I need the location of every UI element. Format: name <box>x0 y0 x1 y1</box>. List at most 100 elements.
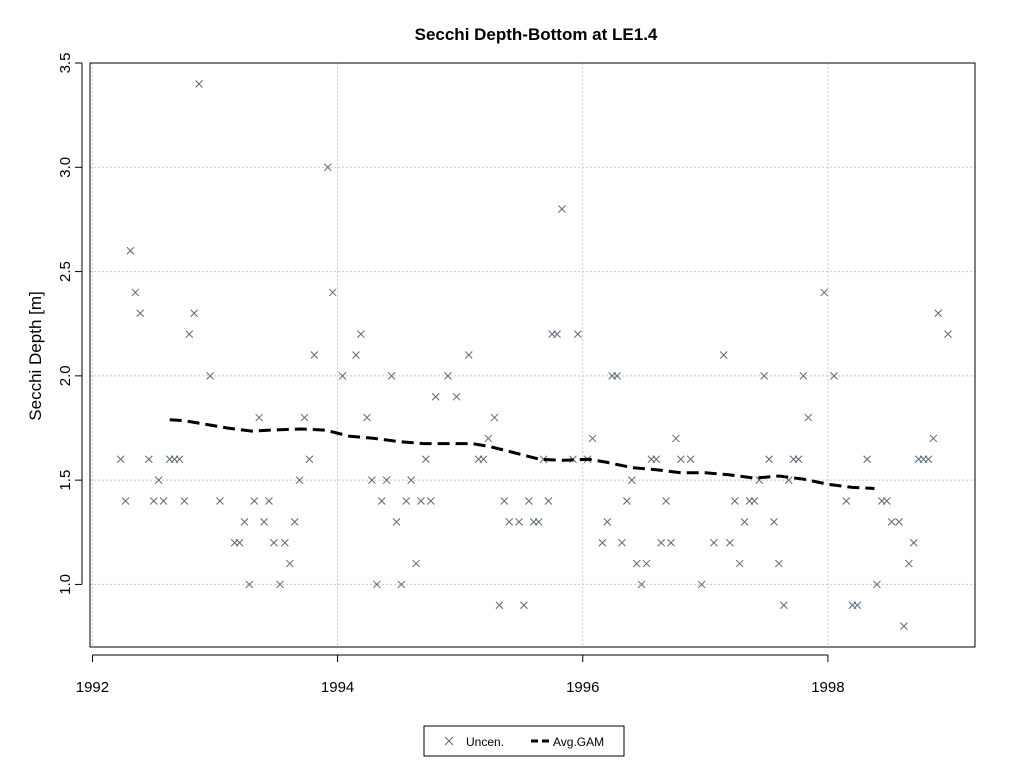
legend: Uncen. Avg.GAM <box>423 725 625 757</box>
data-point <box>190 309 199 318</box>
data-point <box>452 392 461 401</box>
data-point <box>775 559 783 568</box>
data-point <box>623 497 631 505</box>
data-point <box>632 559 641 568</box>
data-point <box>618 538 626 547</box>
data-point <box>121 497 130 505</box>
data-point <box>195 80 203 88</box>
data-point <box>539 455 548 464</box>
data-point <box>305 455 314 464</box>
data-point <box>929 434 938 443</box>
data-point <box>338 372 347 380</box>
data-point <box>662 497 670 505</box>
data-point <box>180 497 189 505</box>
data-point <box>779 601 788 610</box>
data-point <box>642 559 651 568</box>
data-point <box>882 497 891 505</box>
data-point <box>558 205 566 213</box>
data-point <box>853 601 862 610</box>
data-point <box>842 497 851 505</box>
data-point <box>735 559 744 568</box>
data-point <box>750 497 759 505</box>
data-point <box>909 538 918 547</box>
data-point <box>710 538 718 547</box>
data-point <box>697 580 706 589</box>
data-point <box>260 518 268 526</box>
data-point <box>573 330 582 338</box>
data-point <box>672 434 680 443</box>
data-point <box>765 455 773 464</box>
data-point <box>382 476 391 484</box>
data-point <box>255 413 264 422</box>
data-point <box>126 246 135 255</box>
data-point <box>328 288 337 297</box>
data-point <box>900 622 908 630</box>
data-point <box>285 559 294 568</box>
data-point <box>944 330 952 338</box>
data-point <box>185 330 194 338</box>
chart-title: Secchi Depth-Bottom at LE1.4 <box>415 25 658 44</box>
data-point <box>422 455 430 464</box>
data-point <box>613 372 621 380</box>
data-point <box>245 580 254 589</box>
data-point <box>637 580 646 589</box>
data-point <box>431 392 440 401</box>
data-point <box>887 518 896 526</box>
data-point <box>479 455 488 464</box>
data-point <box>357 330 365 338</box>
data-point <box>719 351 728 359</box>
data-point <box>505 518 514 526</box>
data-point <box>444 372 452 380</box>
data-point <box>924 455 933 464</box>
data-point <box>154 476 163 484</box>
data-point <box>627 476 636 484</box>
data-point <box>116 455 125 464</box>
data-point <box>524 497 533 505</box>
y-axis-label: Secchi Depth [m] <box>26 291 45 420</box>
data-point <box>426 497 435 505</box>
data-point <box>760 372 769 380</box>
data-point <box>544 497 553 505</box>
y-tick-label: 2.5 <box>57 261 74 282</box>
data-point <box>652 455 661 464</box>
data-point <box>206 372 214 380</box>
y-tick-label: 1.5 <box>57 470 74 491</box>
data-point <box>895 518 903 526</box>
data-point <box>290 518 299 526</box>
data-point <box>534 518 543 526</box>
data-point <box>740 518 749 526</box>
data-point <box>144 455 153 464</box>
data-point <box>240 518 249 526</box>
y-tick-label: 1.0 <box>57 574 74 595</box>
data-point <box>830 372 838 380</box>
data-point <box>820 288 829 297</box>
data-point <box>310 351 319 359</box>
data-point <box>392 518 401 526</box>
data-point <box>235 538 244 547</box>
data-point <box>598 538 607 547</box>
data-point <box>464 351 473 359</box>
data-point <box>363 413 371 422</box>
data-point <box>500 497 509 505</box>
data-point <box>520 601 528 610</box>
data-point <box>175 455 184 464</box>
data-point <box>368 476 376 484</box>
data-point <box>265 497 273 505</box>
data-point <box>276 580 284 589</box>
data-point <box>676 455 685 464</box>
data-point <box>667 538 675 547</box>
data-point <box>770 518 778 526</box>
data-point <box>250 497 259 505</box>
data-point <box>904 559 913 568</box>
data-point <box>402 497 411 505</box>
data-point <box>730 497 739 505</box>
x-tick-label: 1996 <box>566 679 599 696</box>
data-point <box>323 163 332 172</box>
data-point <box>417 497 425 505</box>
data-point <box>490 413 499 422</box>
data-point <box>588 434 597 443</box>
y-tick-label: 3.0 <box>57 157 74 178</box>
y-tick-label: 3.5 <box>57 53 74 74</box>
